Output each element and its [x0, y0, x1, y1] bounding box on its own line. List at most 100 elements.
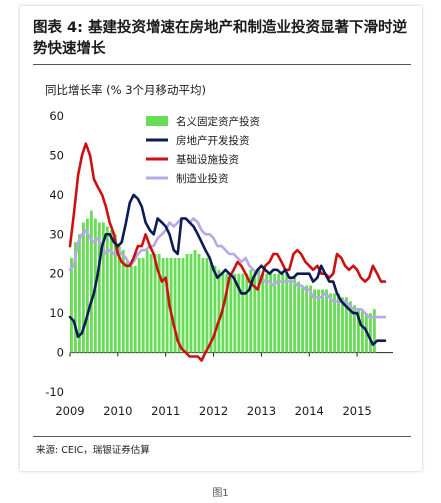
bar-investment [301, 285, 305, 353]
bar-investment [241, 273, 245, 353]
y-tick-label: 40 [49, 188, 64, 202]
bar-investment [181, 257, 185, 353]
bar-investment [137, 257, 141, 353]
source-note: 来源: CEIC，瑞银证券估算 [36, 445, 150, 456]
bar-investment [113, 234, 117, 353]
bar-investment [101, 222, 105, 353]
chart-title: 图表 4: 基建投资增速在房地产和制造业投资显著下滑时逆势快速增长 [33, 20, 407, 57]
figure-caption: 图1 [212, 488, 229, 499]
bar-investment [177, 257, 181, 353]
bar-investment [141, 257, 145, 353]
y-tick-label: 30 [49, 227, 64, 241]
bar-investment [313, 289, 317, 353]
bar-investment [161, 257, 165, 353]
bar-investment [297, 281, 301, 353]
bar-investment [273, 273, 277, 353]
bar-investment [229, 277, 233, 353]
bar-investment [117, 246, 121, 353]
bar-investment [121, 250, 125, 353]
bar-investment [281, 273, 285, 353]
bar-series-investment [70, 210, 376, 353]
bar-investment [169, 257, 173, 353]
legend-swatch-bar [146, 116, 168, 126]
bar-investment [321, 289, 324, 353]
bar-investment [89, 210, 93, 353]
bar-investment [309, 285, 313, 353]
legend-label: 制造业投资 [176, 172, 229, 185]
bar-investment [277, 273, 281, 353]
bar-investment [105, 226, 109, 353]
bar-investment [360, 309, 364, 353]
legend-label: 名义固定资产投资 [176, 115, 260, 128]
bar-investment [233, 273, 237, 353]
source-divider [33, 436, 411, 437]
bar-investment [213, 265, 217, 353]
bar-investment [257, 269, 261, 353]
bar-investment [341, 297, 344, 353]
bar-investment [353, 305, 356, 353]
bar-investment [368, 313, 372, 353]
x-tick-label: 2010 [103, 404, 132, 418]
bar-investment [173, 257, 177, 353]
bar-investment [129, 265, 133, 353]
bar-investment [249, 269, 253, 353]
bar-investment [153, 254, 157, 353]
bar-investment [81, 222, 85, 353]
bar-investment [245, 273, 249, 353]
bar-investment [70, 257, 73, 353]
x-tick-label: 2014 [295, 404, 324, 418]
bar-investment [189, 254, 193, 353]
bar-investment [197, 254, 201, 353]
bar-investment [289, 277, 293, 353]
bar-investment [337, 293, 340, 353]
bar-investment [345, 297, 348, 353]
x-tick-label: 2011 [151, 404, 180, 418]
x-tick-label: 2009 [55, 404, 84, 418]
x-tick-label: 2015 [342, 404, 371, 418]
bar-investment [125, 261, 129, 353]
bar-investment [165, 257, 169, 353]
bar-investment [305, 285, 309, 353]
bar-investment [77, 234, 81, 353]
bar-investment [317, 289, 321, 353]
bar-investment [73, 242, 77, 353]
title-divider [33, 64, 411, 65]
bar-investment [253, 269, 257, 353]
bar-investment [265, 273, 269, 353]
bar-investment [97, 222, 101, 353]
y-tick-label: 0 [57, 346, 64, 360]
bar-investment [109, 230, 113, 353]
bar-investment [157, 254, 161, 353]
legend-label: 基础设施投资 [176, 153, 239, 166]
bar-investment [209, 261, 213, 353]
x-tick-label: 2013 [247, 404, 276, 418]
y-tick-label: 60 [49, 109, 64, 123]
y-tick-label: 20 [49, 267, 64, 281]
bar-investment [329, 293, 332, 353]
bar-investment [261, 273, 265, 353]
legend-label: 房地产开发投资 [176, 134, 250, 147]
line-series-group [68, 142, 387, 362]
bar-investment [293, 277, 297, 353]
bar-investment [217, 269, 221, 353]
bar-investment [201, 257, 205, 353]
bar-investment [349, 301, 352, 353]
bar-investment [372, 309, 376, 353]
chart-subtitle: 同比增长率 (% 3个月移动平均) [45, 83, 207, 97]
line-series-1 [68, 142, 387, 362]
line-series-0 [68, 193, 387, 347]
y-tick-label: -10 [45, 385, 64, 399]
bar-investment [145, 250, 149, 353]
y-tick-label: 50 [49, 148, 64, 162]
bar-investment [193, 250, 197, 353]
bar-investment [356, 309, 360, 353]
bar-investment [133, 265, 137, 353]
bar-investment [205, 257, 209, 353]
line-series-2 [68, 217, 387, 319]
bar-investment [85, 218, 89, 353]
bar-investment [225, 273, 229, 353]
bar-investment [149, 254, 153, 353]
bar-investment [185, 254, 189, 353]
